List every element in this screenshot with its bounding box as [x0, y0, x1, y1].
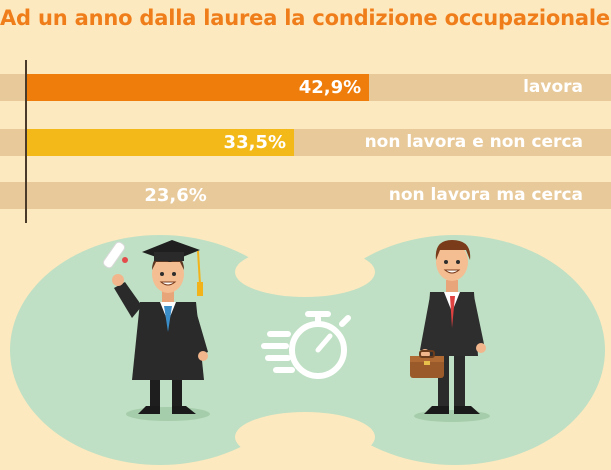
bar-value-label: 23,6% [144, 185, 207, 206]
briefcase-icon [410, 350, 444, 378]
background-blob [10, 235, 605, 465]
bar-value-label: 33,5% [223, 132, 286, 153]
stopwatch-icon [261, 311, 351, 379]
bar-value-label: 42,9% [298, 77, 362, 98]
bar-category-label: non lavora ma cerca [388, 185, 583, 205]
bar-category-label: non lavora e non cerca [364, 132, 583, 152]
bar-1 [26, 74, 370, 101]
chart-title: Ad un anno dalla laurea la condizione oc… [0, 6, 611, 30]
illustration [10, 235, 605, 465]
graduate-figure [102, 240, 210, 421]
y-axis-line [25, 60, 27, 223]
bar-2 [26, 129, 294, 156]
bar-3 [26, 182, 215, 209]
businessman-figure [410, 240, 490, 422]
bar-category-label: lavora [523, 77, 583, 97]
